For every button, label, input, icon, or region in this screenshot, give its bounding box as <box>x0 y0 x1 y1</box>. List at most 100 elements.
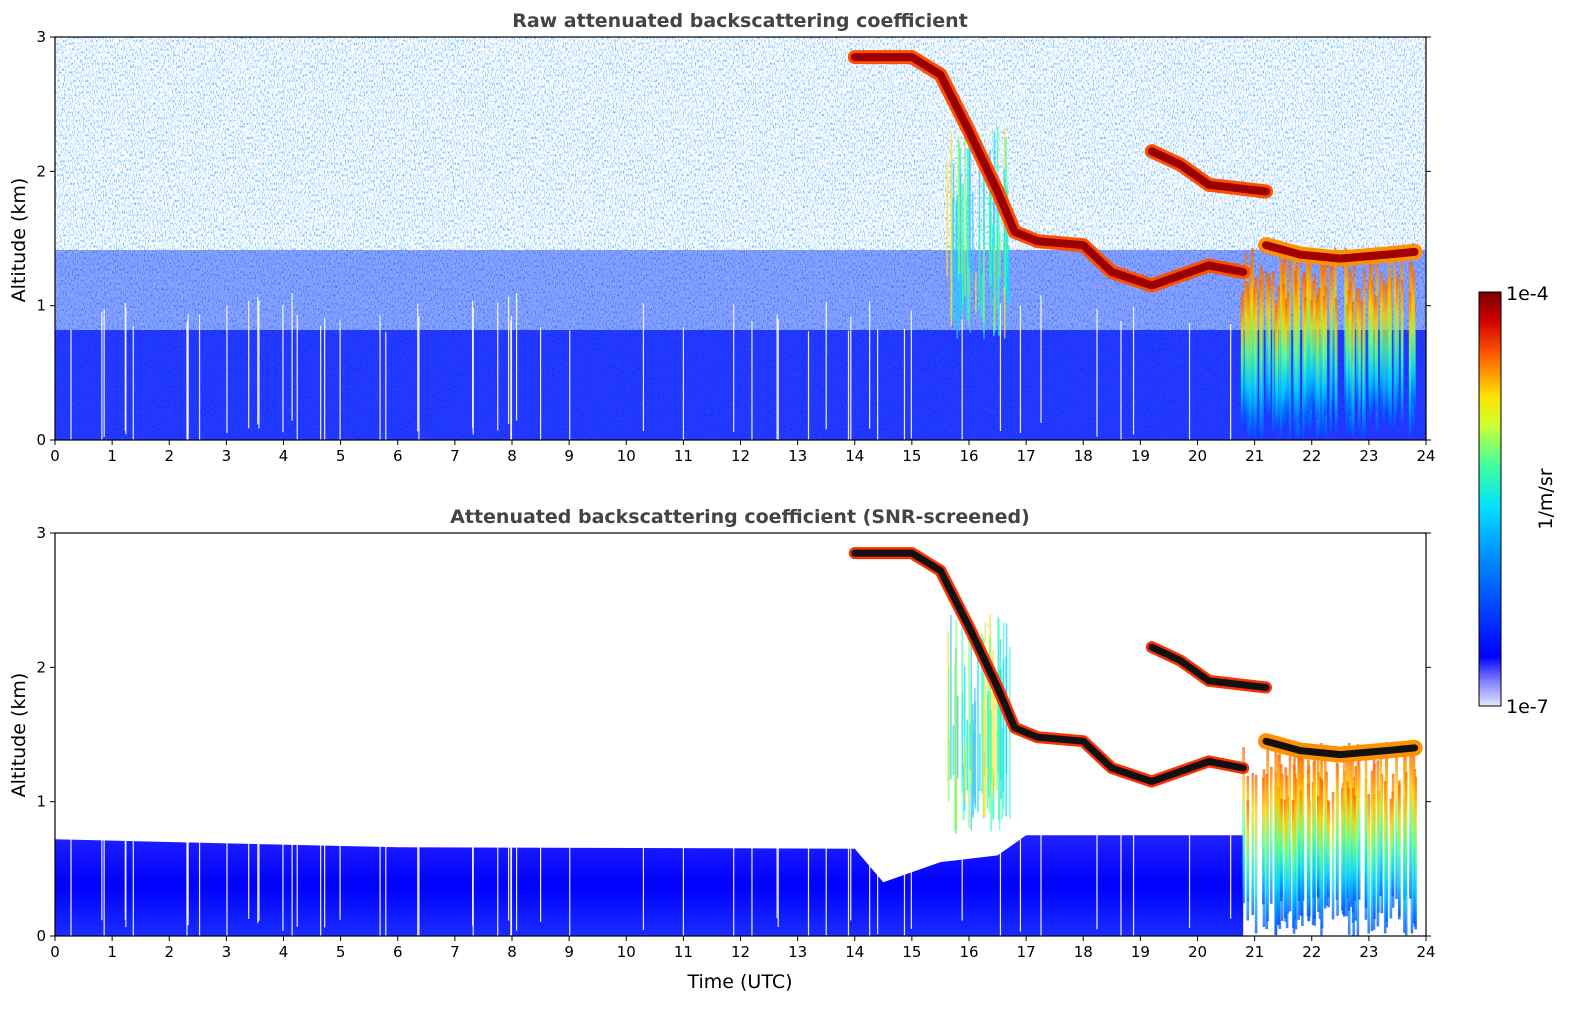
x-tick-label: 19 <box>1131 447 1150 465</box>
rain-streak <box>1313 747 1316 919</box>
rain-streak <box>1373 763 1376 920</box>
data-gap <box>751 321 753 440</box>
data-gap <box>1230 324 1232 440</box>
data-gap <box>258 793 260 921</box>
fall-streak <box>989 637 992 783</box>
fall-streak <box>966 148 969 321</box>
rain-streak <box>1329 266 1333 434</box>
data-gap <box>515 803 518 931</box>
snr-x-axis: 0 1 2 3 4 5 6 7 8 9 10 11 12 13 14 15 16 17 18 19 20 21 22 23 24 <box>50 936 1436 961</box>
snr-y-axis-label: Altitude (km) <box>8 673 30 798</box>
rain-streak <box>1281 283 1284 427</box>
rain-streak <box>1398 784 1401 917</box>
rain-streak <box>1357 758 1361 900</box>
fall-streak <box>964 743 966 772</box>
x-tick-label: 5 <box>336 447 346 465</box>
x-tick-label: 22 <box>1302 447 1321 465</box>
fall-streak <box>990 710 992 832</box>
data-gap <box>132 815 134 936</box>
x-tick-label: 17 <box>1017 943 1036 961</box>
rain-streak <box>1336 763 1339 916</box>
snr-y-axis: 0 1 2 3 <box>36 524 1431 945</box>
x-tick-label: 12 <box>731 447 750 465</box>
rain-streak <box>1351 787 1355 913</box>
rain-streak <box>1313 274 1317 418</box>
fall-streak <box>972 732 975 798</box>
rain-streak <box>1321 265 1324 433</box>
rain-streak <box>1288 756 1292 912</box>
rain-streak <box>1373 297 1377 404</box>
fall-streak <box>961 184 963 274</box>
data-gap <box>1188 323 1191 440</box>
x-tick-label: 8 <box>507 943 517 961</box>
snr-rain-columns <box>947 613 1417 936</box>
rain-streak <box>1271 271 1275 432</box>
rain-streak <box>1344 247 1347 408</box>
rain-streak <box>1375 295 1378 413</box>
rain-streak <box>1370 770 1374 932</box>
rain-streak <box>1395 750 1398 899</box>
x-tick-label: 22 <box>1302 943 1321 961</box>
x-tick-label: 4 <box>279 447 289 465</box>
x-tick-label: 10 <box>617 943 636 961</box>
rain-streak <box>1275 299 1279 431</box>
data-gap <box>282 304 284 433</box>
data-gap <box>101 311 103 440</box>
fall-streak <box>961 625 964 821</box>
fall-streak <box>956 195 959 339</box>
data-gap <box>1132 816 1135 936</box>
data-gap <box>320 325 322 440</box>
rain-streak <box>1303 296 1307 419</box>
rain-streak <box>1396 275 1400 406</box>
raw-cloud-layer <box>847 50 1423 293</box>
fall-streak <box>987 691 990 799</box>
data-gap <box>1120 320 1122 440</box>
data-gap <box>850 792 852 921</box>
x-tick-label: 5 <box>336 943 346 961</box>
fall-streak <box>984 622 987 819</box>
x-tick-label: 0 <box>50 447 60 465</box>
y-tick-label: 0 <box>36 927 46 945</box>
data-gap <box>569 823 571 936</box>
rain-streak <box>1302 273 1305 438</box>
cloud-layer-path <box>1147 147 1270 196</box>
rain-streak <box>1388 247 1391 422</box>
rain-streak <box>1308 253 1312 410</box>
data-gap <box>1040 295 1042 423</box>
data-gap <box>510 814 513 936</box>
fall-streak <box>993 695 996 787</box>
rain-streak <box>1254 276 1258 431</box>
data-gap <box>539 327 542 440</box>
data-gap <box>807 827 810 936</box>
rain-streak <box>1326 800 1330 898</box>
fall-streak <box>955 619 958 830</box>
fall-streak <box>1001 728 1004 820</box>
rain-streak <box>1274 748 1277 936</box>
y-tick-label: 1 <box>36 793 46 811</box>
x-tick-label: 3 <box>222 943 232 961</box>
fall-streak <box>954 662 956 831</box>
rain-streak <box>1395 280 1398 415</box>
raw-y-axis: 0 1 2 3 <box>36 28 1431 449</box>
rain-streak <box>1357 288 1361 433</box>
data-gap <box>257 795 259 924</box>
rain-streak <box>1277 285 1281 426</box>
data-gap <box>569 330 571 440</box>
rain-streak <box>1253 289 1257 439</box>
raw-data-gaps <box>70 293 1232 440</box>
fall-streak <box>1006 256 1008 302</box>
rain-streak <box>1403 744 1406 933</box>
data-gap <box>777 318 779 440</box>
rain-streak <box>1382 280 1386 423</box>
fall-streak <box>983 247 985 323</box>
rain-streak <box>1242 747 1245 904</box>
rain-streak <box>1297 757 1301 902</box>
rain-streak <box>1325 771 1328 906</box>
y-tick-label: 3 <box>36 524 46 542</box>
data-gap <box>248 300 250 429</box>
x-tick-label: 2 <box>164 447 174 465</box>
fall-streak <box>952 163 955 283</box>
rain-streak <box>1261 270 1264 438</box>
data-gap <box>379 315 381 440</box>
x-tick-label: 15 <box>902 943 921 961</box>
